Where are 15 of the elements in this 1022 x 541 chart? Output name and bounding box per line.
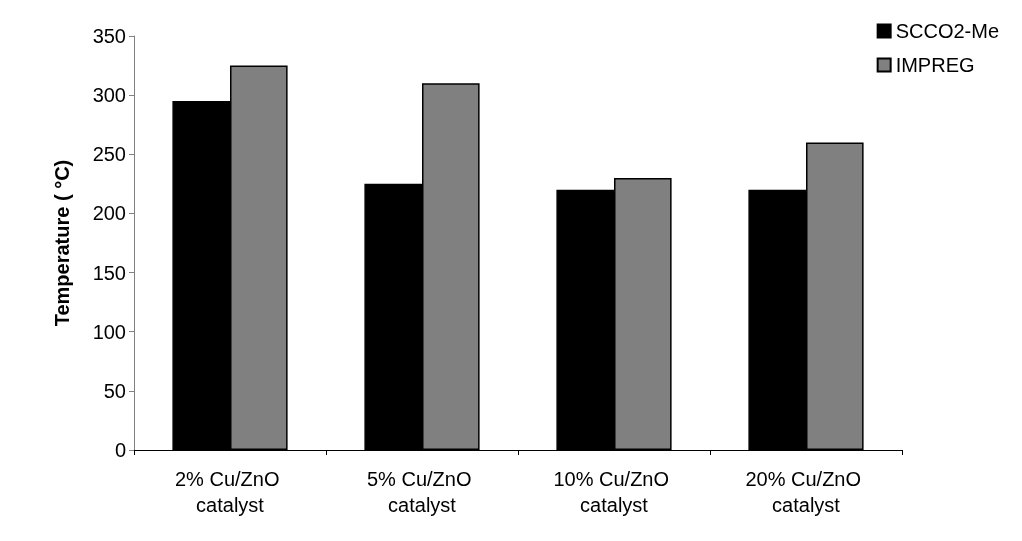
y-tick-label: 250 bbox=[92, 143, 126, 166]
x-tick-label: 20% Cu/ZnO catalyst bbox=[745, 468, 867, 516]
y-tick-label: 150 bbox=[92, 261, 126, 284]
y-tick-label: 200 bbox=[92, 202, 126, 225]
y-tick-label: 0 bbox=[114, 439, 126, 461]
legend-label: IMPREG bbox=[895, 54, 975, 76]
y-tick-label: 100 bbox=[92, 320, 126, 343]
legend-label: SCCO2-Me bbox=[895, 20, 1000, 42]
y-tick-label: 300 bbox=[92, 84, 126, 107]
y-tick-label: 350 bbox=[92, 25, 126, 47]
x-tick-label: 2% Cu/ZnO catalyst bbox=[174, 468, 286, 516]
y-axis-title: Temperature ( °C) bbox=[51, 159, 73, 327]
y-tick-label: 50 bbox=[103, 379, 126, 402]
x-tick-label: 5% Cu/ZnO catalyst bbox=[366, 468, 478, 516]
x-tick-label: 10% Cu/ZnO catalyst bbox=[553, 468, 675, 516]
